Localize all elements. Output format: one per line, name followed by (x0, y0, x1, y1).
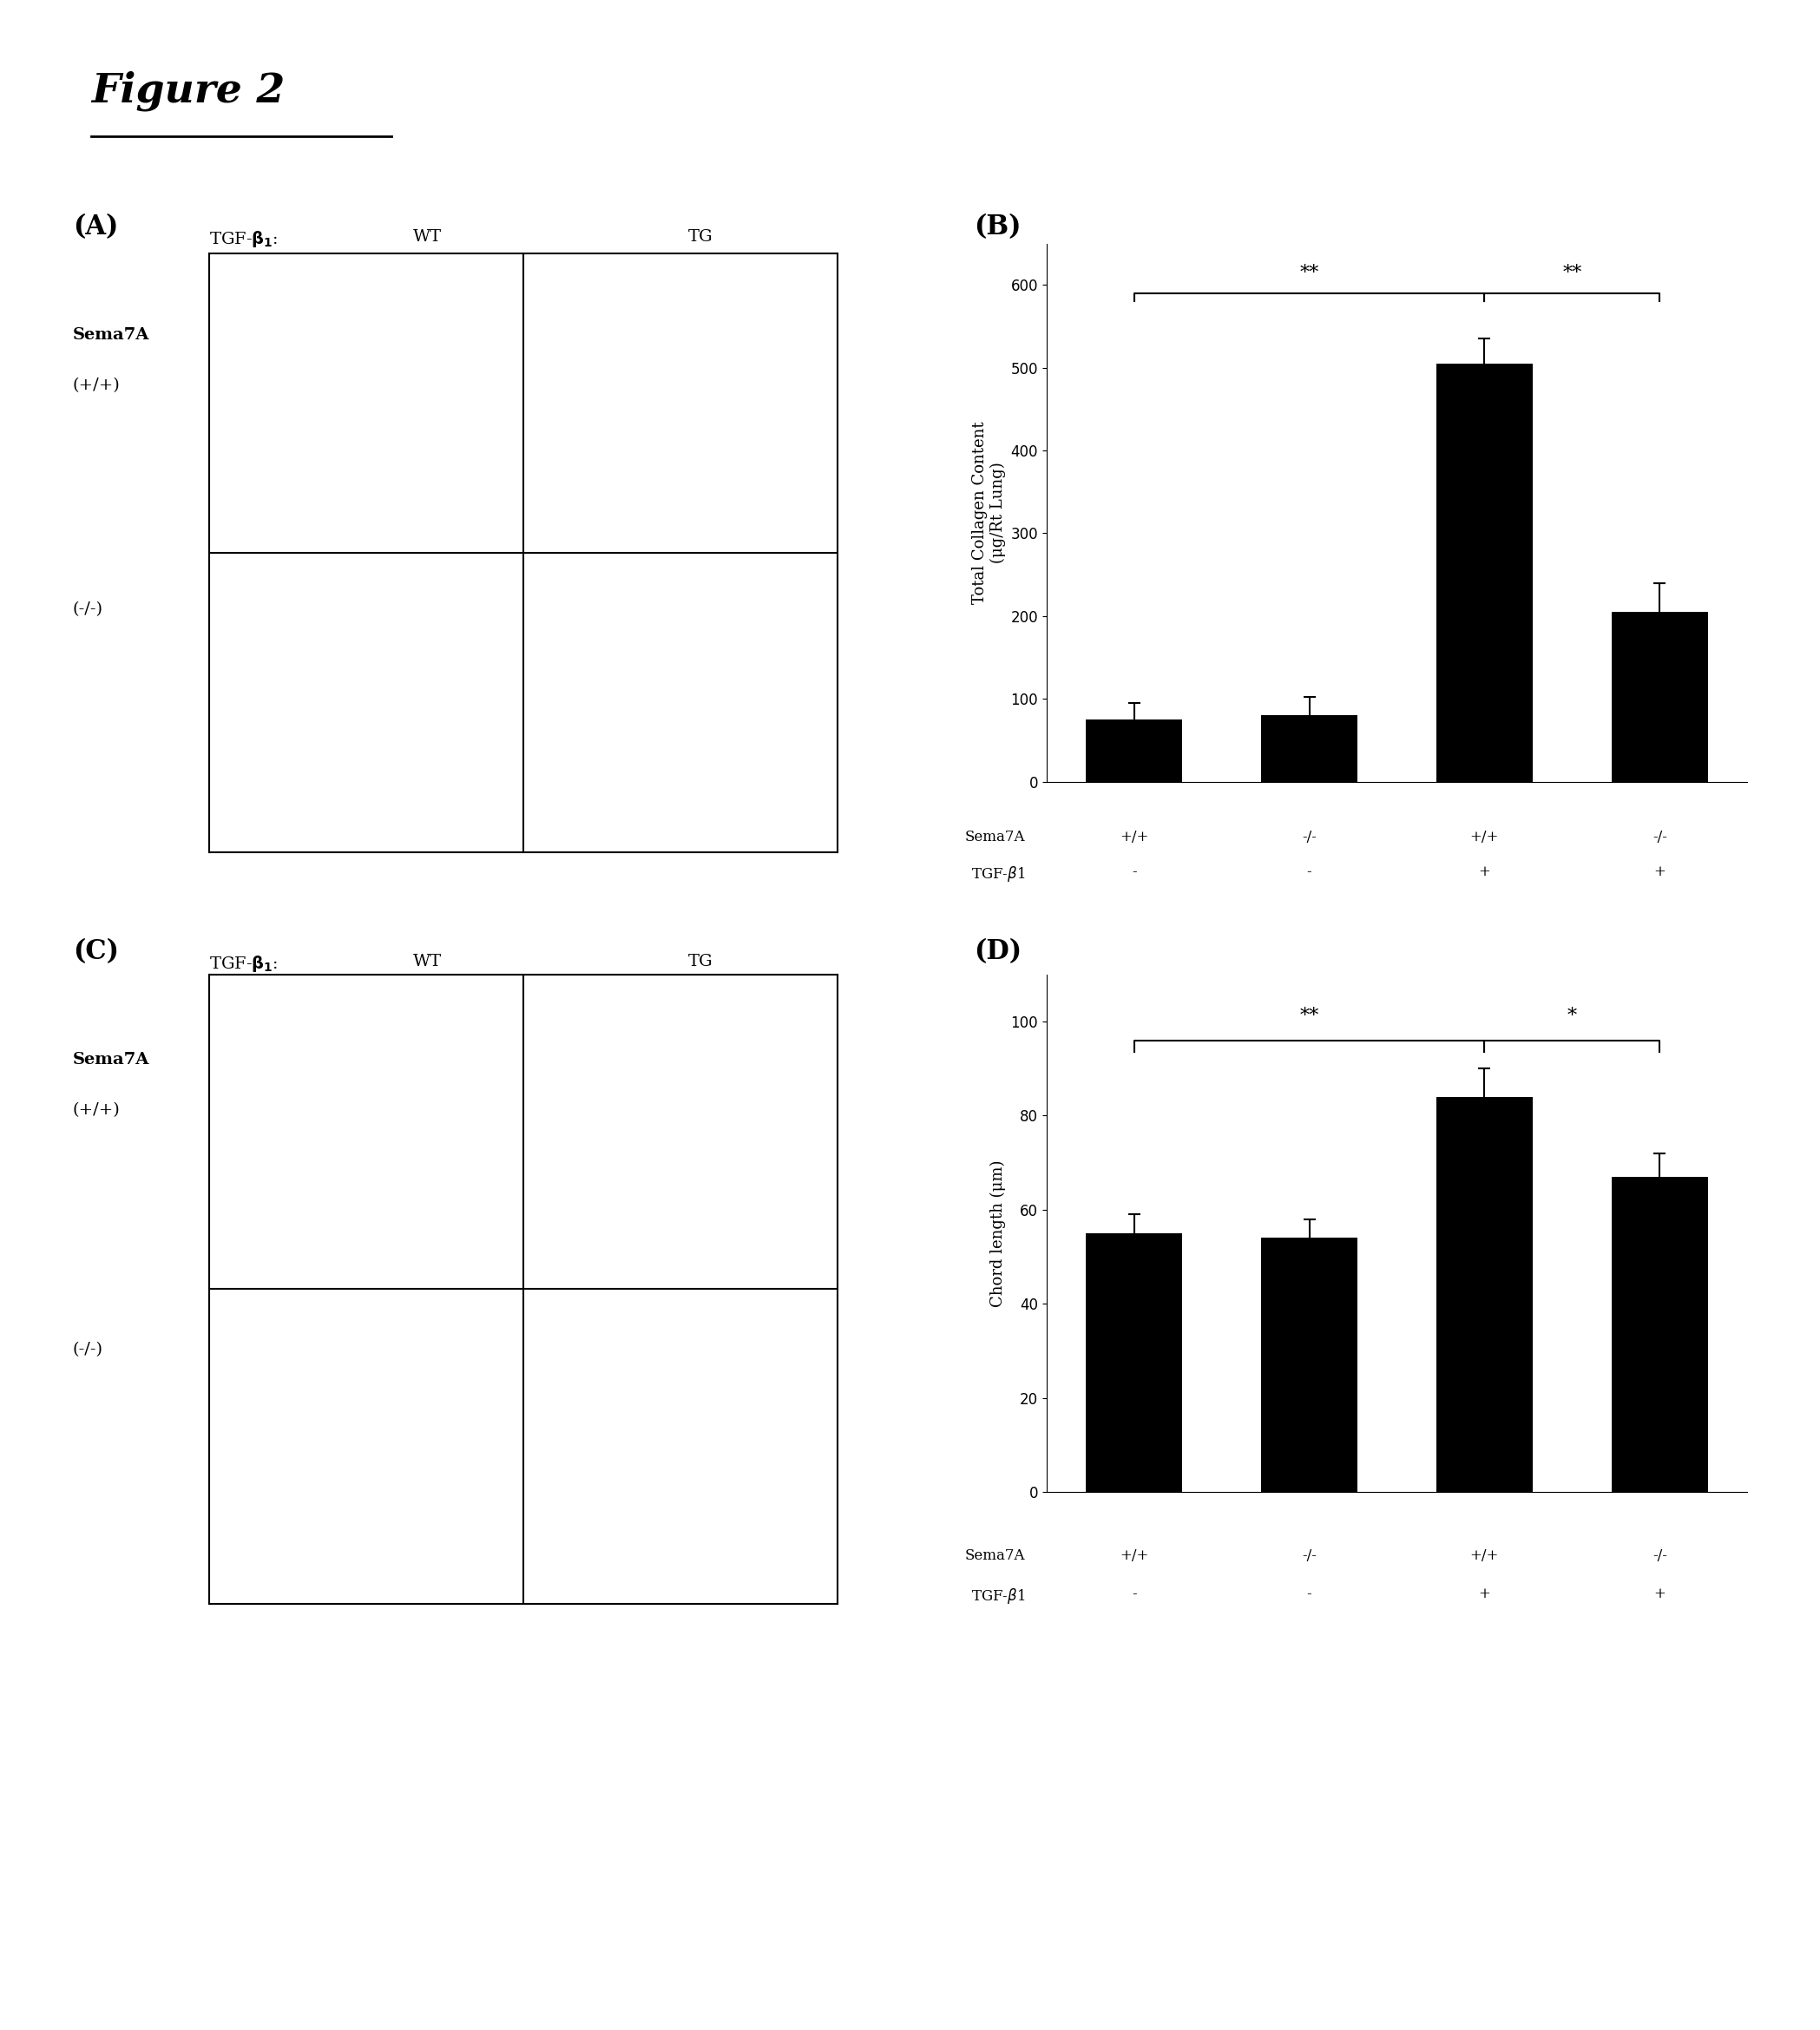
Text: +/+: +/+ (1471, 1549, 1500, 1563)
Text: (-/-): (-/-) (73, 601, 104, 617)
Text: -: - (1307, 865, 1312, 879)
Text: +/+: +/+ (1119, 1549, 1148, 1563)
Text: *: * (1567, 1007, 1576, 1027)
Text: (C): (C) (73, 938, 118, 964)
Bar (1436, 363, 1532, 782)
Text: TGF-$\beta$1: TGF-$\beta$1 (972, 865, 1025, 883)
Text: (+/+): (+/+) (73, 378, 120, 394)
Text: +/+: +/+ (1471, 830, 1500, 844)
Text: TG: TG (688, 954, 713, 970)
Text: Figure 2: Figure 2 (91, 71, 284, 112)
Text: Sema7A: Sema7A (965, 1549, 1025, 1563)
Text: (B): (B) (974, 213, 1021, 240)
Bar (1611, 611, 1707, 782)
Text: +: + (1478, 1585, 1491, 1602)
Text: **: ** (1562, 264, 1582, 284)
Text: -: - (1132, 1585, 1136, 1602)
Bar (1087, 1234, 1183, 1492)
Bar (1611, 1177, 1707, 1492)
Text: TGF-$\mathbf{\beta_1}$:: TGF-$\mathbf{\beta_1}$: (209, 229, 278, 250)
Text: Sema7A: Sema7A (965, 830, 1025, 844)
Text: WT: WT (413, 954, 442, 970)
Text: TGF-$\beta$1: TGF-$\beta$1 (972, 1585, 1025, 1606)
Y-axis label: Chord length (μm): Chord length (μm) (990, 1159, 1006, 1307)
Text: **: ** (1299, 264, 1320, 284)
Text: Sema7A: Sema7A (73, 1052, 149, 1068)
Text: (D): (D) (974, 938, 1021, 964)
Text: +: + (1654, 1585, 1665, 1602)
Text: -/-: -/- (1301, 1549, 1316, 1563)
Text: -: - (1132, 865, 1136, 879)
Text: -/-: -/- (1301, 830, 1316, 844)
Text: **: ** (1299, 1007, 1320, 1027)
Text: (-/-): (-/-) (73, 1342, 104, 1358)
Bar (1087, 719, 1183, 782)
Text: -/-: -/- (1653, 1549, 1667, 1563)
Text: +: + (1654, 865, 1665, 879)
Text: (A): (A) (73, 213, 118, 240)
Y-axis label: Total Collagen Content
(μg/Rt Lung): Total Collagen Content (μg/Rt Lung) (972, 420, 1006, 605)
Bar (1261, 715, 1358, 782)
Text: +: + (1478, 865, 1491, 879)
Text: -: - (1307, 1585, 1312, 1602)
Text: TGF-$\mathbf{\beta_1}$:: TGF-$\mathbf{\beta_1}$: (209, 954, 278, 974)
Text: WT: WT (413, 229, 442, 246)
Text: -/-: -/- (1653, 830, 1667, 844)
Bar (1436, 1096, 1532, 1492)
Bar (1261, 1238, 1358, 1492)
Text: Sema7A: Sema7A (73, 327, 149, 343)
Text: +/+: +/+ (1119, 830, 1148, 844)
Text: TG: TG (688, 229, 713, 246)
Text: (+/+): (+/+) (73, 1102, 120, 1119)
